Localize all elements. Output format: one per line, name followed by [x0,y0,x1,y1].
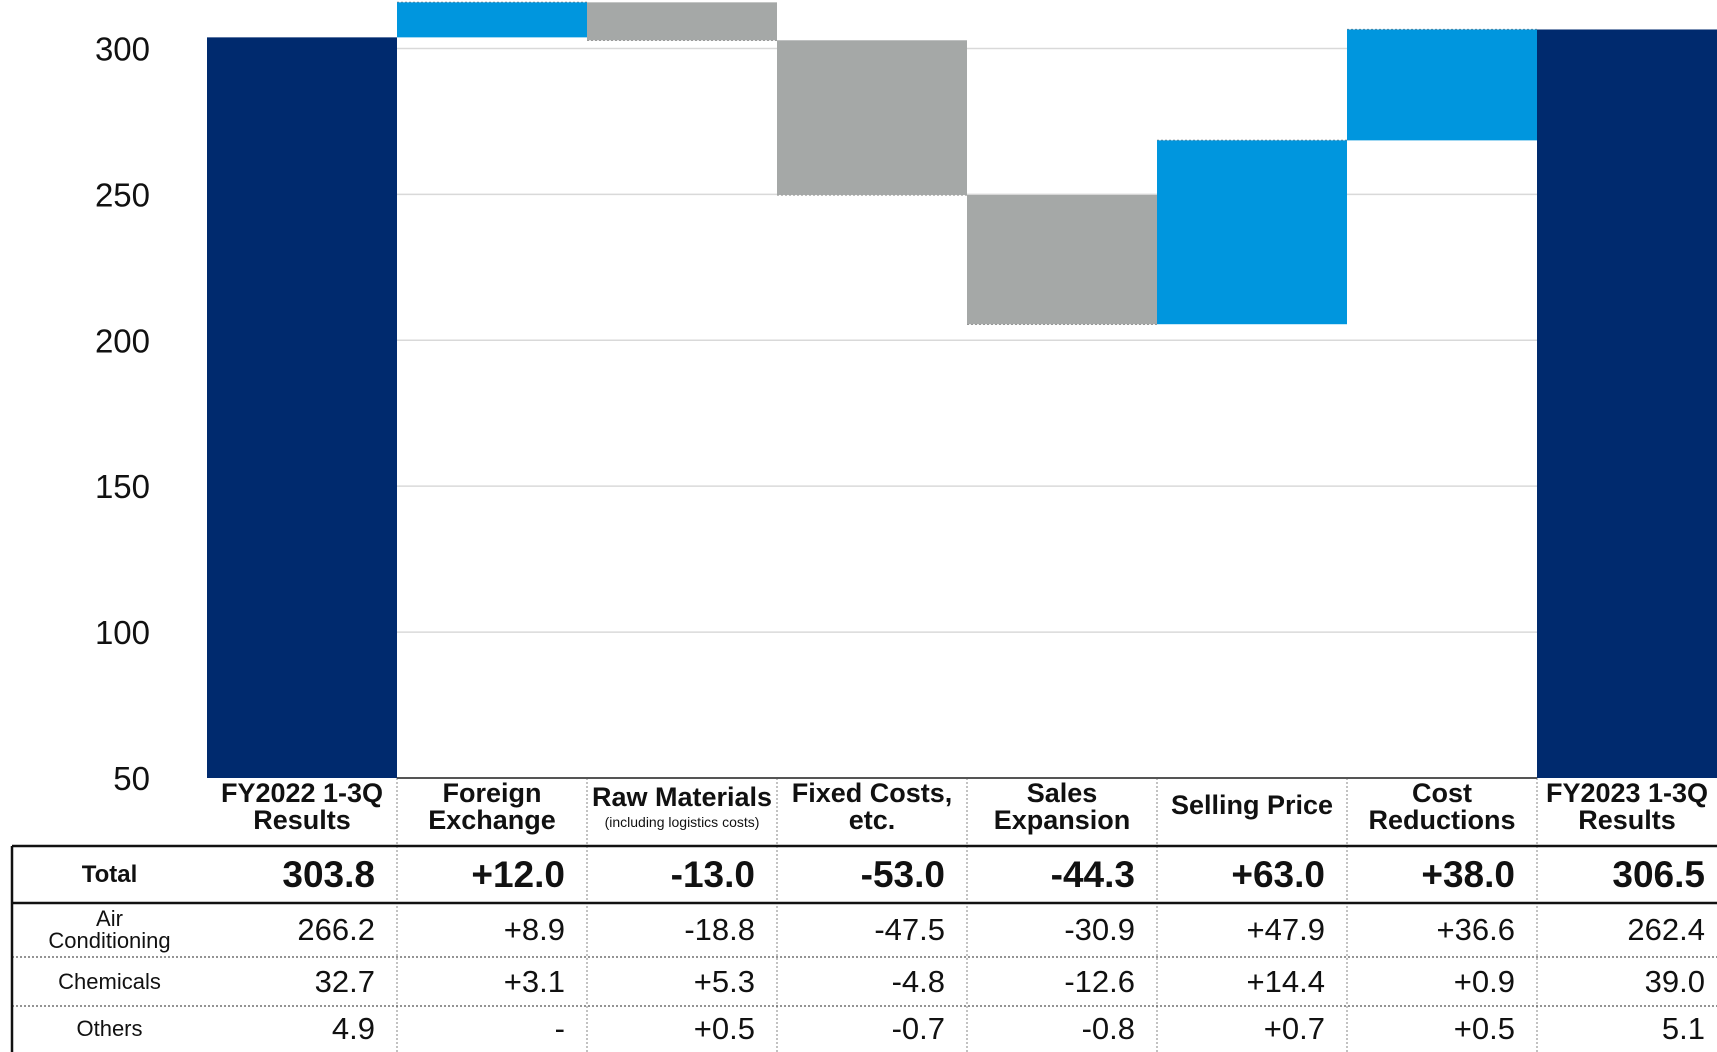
table-cell: - [554,1011,565,1046]
bar-decrease [777,40,967,195]
table-cell: 262.4 [1627,912,1705,947]
category-label-text: Foreign Exchange [428,778,556,835]
y-tick-label: 100 [95,614,150,651]
bar-increase [1347,29,1537,141]
table-cell: -4.8 [891,964,945,999]
table-total-cell: +12.0 [471,854,565,895]
table-cell: +36.6 [1436,912,1515,947]
table-cell: -0.7 [891,1011,945,1046]
table-row-header: Total [81,860,138,888]
table-total-cell: -44.3 [1050,854,1135,895]
table-total-cell: -13.0 [670,854,755,895]
table-cell: -18.8 [684,912,755,947]
table-total-cell: 306.5 [1612,854,1705,895]
category-label: FY2022 1-3Q Results [207,780,397,834]
table-total-cell: 303.8 [282,854,375,895]
y-tick-label: 200 [95,322,150,359]
table-cell: -47.5 [874,912,945,947]
table-cell: +5.3 [693,964,755,999]
category-label-text: FY2023 1-3Q Results [1545,778,1709,835]
table-cell: 266.2 [297,912,375,947]
table-cell: 5.1 [1661,1011,1705,1046]
bars [207,1,1717,779]
table-row-header: Others [76,1016,143,1041]
table-total-cell: -53.0 [860,854,945,895]
bar-total [1537,29,1717,779]
bar-decrease [967,194,1157,325]
table-cell: +14.4 [1246,964,1325,999]
table-cell: -0.8 [1081,1011,1135,1046]
bar-decrease [587,2,777,41]
category-label: FY2023 1-3Q Results [1537,780,1717,834]
table-cell: -12.6 [1064,964,1135,999]
table-cell: +0.5 [1453,1011,1515,1046]
category-label-text: Selling Price [1170,790,1334,820]
table-cell: +47.9 [1246,912,1325,947]
category-label: Cost Reductions [1347,780,1537,834]
table-cell: 4.9 [331,1011,375,1046]
column-separators [396,778,1538,1052]
y-axis-ticks: 50 100 150 200 250 300 [95,30,150,797]
table-cell: +0.5 [693,1011,755,1046]
category-sublabel: (including logistics costs) [604,814,760,830]
table-row-header: Air Conditioning [48,906,171,953]
table-total-cell: +63.0 [1231,854,1325,895]
bar-increase [397,2,587,38]
table-cell: 32.7 [314,964,375,999]
table-cell: -30.9 [1064,912,1135,947]
category-label: Sales Expansion [967,780,1157,834]
category-label: Selling Price [1157,792,1347,819]
table-cell: +0.9 [1453,964,1515,999]
y-tick-label: 300 [95,30,150,67]
table-cell: +0.7 [1263,1011,1325,1046]
table-cell: 39.0 [1644,964,1705,999]
category-label-text: FY2022 1-3Q Results [220,778,384,835]
category-label-text: Sales Expansion [993,778,1131,835]
category-label: Foreign Exchange [397,780,587,834]
table-row-header: Chemicals [58,968,161,994]
y-tick-label: 150 [95,468,150,505]
category-label-text: Cost Reductions [1368,778,1516,835]
category-label: Fixed Costs, etc. [777,780,967,834]
table-total-cell: +38.0 [1421,854,1515,895]
y-tick-label: 250 [95,176,150,213]
table-cell: +3.1 [503,964,565,999]
category-label-text: Raw Materials [591,782,773,812]
y-tick-label: 50 [113,760,150,797]
category-label: Raw Materials (including logistics costs) [587,782,777,830]
bar-total [207,37,397,778]
bar-increase [1157,140,1347,325]
category-label-text: Fixed Costs, etc. [791,778,953,835]
table-cell: +8.9 [503,912,565,947]
